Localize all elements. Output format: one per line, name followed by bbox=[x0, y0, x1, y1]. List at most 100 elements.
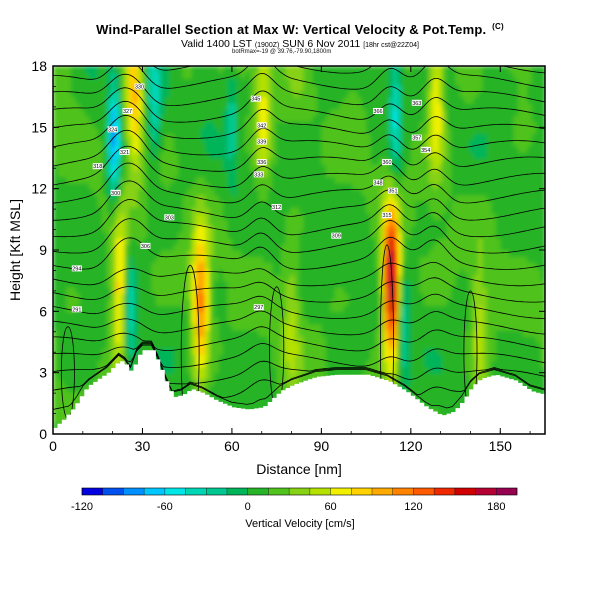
velocity-cell bbox=[120, 256, 126, 263]
velocity-cell bbox=[120, 78, 126, 86]
velocity-cell bbox=[245, 299, 251, 306]
velocity-cell bbox=[263, 348, 269, 355]
velocity-cell bbox=[88, 133, 94, 141]
velocity-cell bbox=[70, 311, 77, 319]
velocity-cell bbox=[343, 335, 349, 343]
velocity-cell bbox=[285, 121, 291, 129]
velocity-cell bbox=[276, 127, 282, 135]
velocity-cell bbox=[151, 66, 157, 73]
velocity-cell bbox=[66, 262, 72, 270]
velocity-cell bbox=[281, 151, 287, 159]
velocity-cell bbox=[357, 121, 363, 129]
velocity-cell bbox=[267, 121, 273, 129]
velocity-cell bbox=[258, 268, 264, 276]
velocity-cell bbox=[200, 250, 206, 257]
velocity-cell bbox=[160, 292, 166, 300]
velocity-cell bbox=[240, 176, 247, 184]
velocity-cell bbox=[66, 225, 72, 233]
velocity-cell bbox=[66, 170, 72, 178]
velocity-cell bbox=[218, 176, 224, 184]
velocity-cell bbox=[263, 250, 269, 257]
velocity-cell bbox=[115, 348, 121, 355]
velocity-cell bbox=[401, 243, 408, 251]
velocity-cell bbox=[316, 256, 323, 263]
velocity-cell bbox=[88, 139, 94, 147]
velocity-cell bbox=[240, 280, 247, 288]
velocity-cell bbox=[352, 323, 358, 331]
velocity-cell bbox=[334, 194, 340, 202]
velocity-cell bbox=[227, 372, 233, 380]
velocity-cell bbox=[151, 219, 157, 227]
velocity-cell bbox=[53, 115, 59, 122]
velocity-cell bbox=[263, 72, 269, 79]
velocity-cell bbox=[106, 121, 112, 129]
velocity-cell bbox=[124, 354, 130, 362]
velocity-cell bbox=[173, 96, 179, 104]
velocity-cell bbox=[379, 237, 385, 245]
velocity-cell bbox=[415, 182, 421, 190]
velocity-cell bbox=[240, 66, 247, 73]
velocity-cell bbox=[142, 317, 148, 325]
velocity-cell bbox=[218, 243, 224, 251]
velocity-cell bbox=[406, 268, 412, 276]
velocity-cell bbox=[348, 243, 354, 251]
velocity-cell bbox=[366, 200, 372, 208]
velocity-cell bbox=[178, 311, 184, 319]
velocity-cell bbox=[406, 250, 412, 257]
velocity-cell bbox=[209, 250, 215, 257]
velocity-cell bbox=[102, 151, 108, 159]
velocity-cell bbox=[321, 335, 327, 343]
velocity-cell bbox=[330, 243, 336, 251]
velocity-cell bbox=[303, 280, 309, 288]
velocity-cell bbox=[285, 366, 291, 374]
velocity-cell bbox=[160, 280, 166, 288]
velocity-cell bbox=[290, 286, 296, 294]
velocity-cell bbox=[70, 360, 77, 368]
velocity-cell bbox=[164, 115, 170, 122]
velocity-cell bbox=[111, 262, 117, 270]
velocity-cell bbox=[294, 268, 300, 276]
velocity-cell bbox=[312, 219, 318, 227]
velocity-cell bbox=[214, 121, 220, 129]
velocity-cell bbox=[325, 268, 332, 276]
velocity-cell bbox=[361, 280, 367, 288]
velocity-cell bbox=[375, 188, 381, 196]
velocity-cell bbox=[79, 96, 86, 104]
velocity-cell bbox=[222, 397, 229, 405]
velocity-cell bbox=[61, 139, 68, 147]
velocity-cell bbox=[307, 164, 314, 171]
velocity-cell bbox=[182, 188, 188, 196]
velocity-cell bbox=[406, 78, 412, 86]
velocity-cell bbox=[392, 305, 399, 313]
velocity-cell bbox=[254, 329, 260, 337]
velocity-cell bbox=[321, 164, 327, 171]
velocity-cell bbox=[357, 207, 363, 214]
velocity-cell bbox=[115, 219, 121, 227]
velocity-cell bbox=[352, 354, 358, 362]
velocity-cell bbox=[307, 342, 314, 349]
velocity-cell bbox=[406, 158, 412, 165]
velocity-cell bbox=[299, 274, 305, 282]
velocity-cell bbox=[325, 311, 332, 319]
velocity-cell bbox=[375, 90, 381, 98]
velocity-cell bbox=[137, 317, 144, 325]
velocity-cell bbox=[57, 323, 63, 331]
velocity-cell bbox=[178, 170, 184, 178]
velocity-cell bbox=[236, 292, 242, 300]
velocity-cell bbox=[53, 305, 59, 313]
velocity-cell bbox=[79, 145, 86, 153]
velocity-cell bbox=[218, 256, 224, 263]
velocity-cell bbox=[415, 188, 421, 196]
velocity-cell bbox=[379, 311, 385, 319]
velocity-cell bbox=[352, 121, 358, 129]
velocity-cell bbox=[316, 354, 323, 362]
velocity-cell bbox=[133, 299, 139, 306]
velocity-cell bbox=[339, 139, 345, 147]
velocity-cell bbox=[415, 115, 421, 122]
velocity-cell bbox=[209, 84, 215, 92]
velocity-cell bbox=[361, 360, 367, 368]
velocity-cell bbox=[155, 305, 162, 313]
velocity-cell bbox=[218, 391, 224, 398]
velocity-cell bbox=[196, 292, 202, 300]
velocity-cell bbox=[155, 139, 162, 147]
